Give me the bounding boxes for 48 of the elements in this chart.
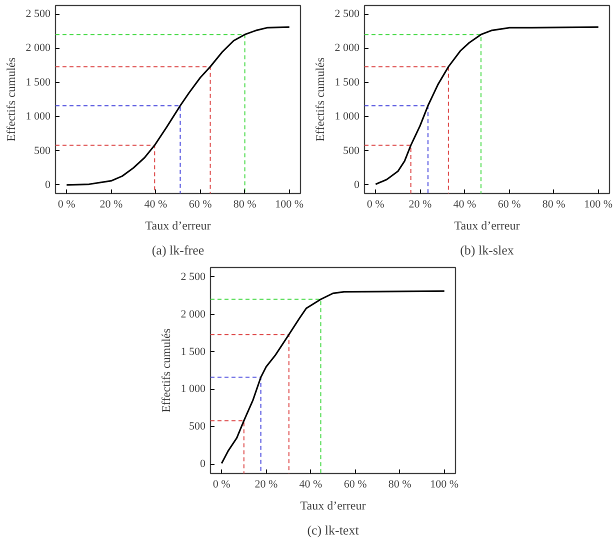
x-tick-label: 100 % <box>430 478 459 490</box>
x-tick-label: 80 % <box>542 198 566 210</box>
line-series <box>220 290 446 464</box>
x-tick-label: 0 % <box>366 198 384 210</box>
y-tick-label: 0 <box>354 178 360 191</box>
y-tick-label: 500 <box>343 144 360 157</box>
x-tick-label: 60 % <box>344 478 367 490</box>
y-tick-label: 0 <box>45 178 51 191</box>
y-tick-label: 500 <box>189 420 206 433</box>
y-tick-label: 500 <box>34 144 51 157</box>
x-tick-label: 40 % <box>453 198 476 210</box>
x-tick-label: 0 % <box>58 198 76 210</box>
text: (c) lk-text <box>307 522 360 538</box>
text: (a) lk-free <box>152 242 204 258</box>
x-tick-label: 40 % <box>299 478 322 490</box>
y-tick-label: 2 500 <box>334 8 360 20</box>
x-axis-title: Taux d’erreur <box>300 498 366 512</box>
y-tick-label: 2 000 <box>26 42 51 54</box>
x-tick-label: 0 % <box>212 478 230 490</box>
y-axis-title: Effectifs cumulés <box>158 328 173 413</box>
x-tick-label: 80 % <box>388 478 412 490</box>
y-tick-label: 1 000 <box>180 383 206 396</box>
y-tick-label: 1 500 <box>180 346 206 358</box>
y-tick-label: 1 000 <box>26 110 51 123</box>
y-tick-label: 2 000 <box>334 42 360 54</box>
y-tick-label: 1 500 <box>26 76 51 88</box>
x-axis-title: Taux d’erreur <box>145 218 211 232</box>
x-tick-label: 100 % <box>275 198 304 210</box>
y-axis-title: Effectifs cumulés <box>4 57 18 142</box>
line-series <box>66 26 290 186</box>
x-tick-label: 40 % <box>144 198 168 210</box>
x-tick-label: 20 % <box>254 478 278 490</box>
x-tick-label: 80 % <box>233 198 256 210</box>
x-tick-label: 20 % <box>100 198 123 210</box>
x-axis-title: Taux d’erreur <box>454 218 520 232</box>
x-tick-label: 60 % <box>188 198 212 210</box>
x-tick-label: 100 % <box>584 198 613 210</box>
y-tick-label: 1 000 <box>334 110 360 123</box>
y-tick-label: 2 500 <box>180 270 206 283</box>
y-tick-label: 2 500 <box>26 8 51 20</box>
y-tick-label: 2 000 <box>180 308 206 320</box>
x-tick-label: 20 % <box>408 198 432 210</box>
y-tick-label: 0 <box>200 458 206 470</box>
x-tick-label: 60 % <box>498 198 521 210</box>
text: (b) lk-slex <box>460 242 514 258</box>
y-axis-title: Effectifs cumulés <box>312 57 327 142</box>
y-tick-label: 1 500 <box>334 76 360 88</box>
line-series <box>374 26 600 186</box>
